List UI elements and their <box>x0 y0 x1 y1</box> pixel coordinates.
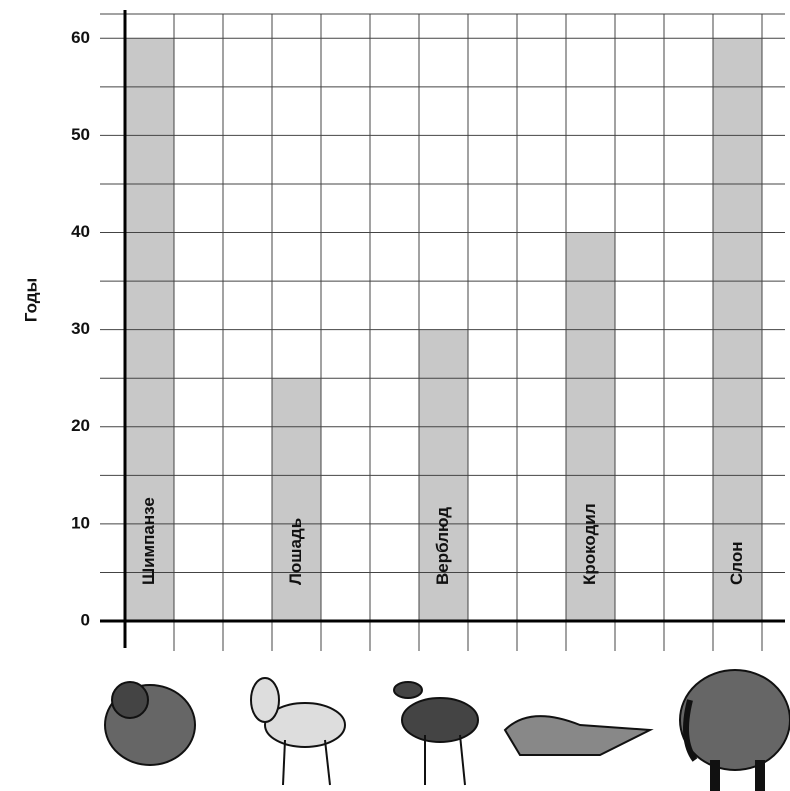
y-axis-label: Годы <box>21 278 40 322</box>
plot: 0 10 20 30 40 50 60 Шимпанзе Лошадь Верблюд Крокод… <box>71 10 785 651</box>
crocodile-icon <box>503 715 654 756</box>
y-tick-label: 50 <box>71 125 90 144</box>
bar <box>272 378 321 621</box>
y-tick-label: 10 <box>71 513 90 532</box>
category-label: Верблюд <box>433 507 452 585</box>
y-tick-label: 60 <box>71 28 90 47</box>
y-tick-label: 40 <box>71 222 90 241</box>
y-tick-label: 30 <box>71 319 90 338</box>
category-label: Шимпанзе <box>139 497 158 585</box>
animal-illustrations <box>104 669 790 791</box>
y-tick-label: 20 <box>71 416 90 435</box>
category-label: Слон <box>727 541 746 585</box>
category-label: Крокодил <box>580 503 599 585</box>
y-tick-label: 0 <box>81 610 90 629</box>
category-label: Лошадь <box>286 518 305 585</box>
horse-icon <box>250 677 346 786</box>
camel-icon <box>393 681 479 786</box>
elephant-icon <box>679 669 790 791</box>
chimp-icon <box>104 681 196 766</box>
